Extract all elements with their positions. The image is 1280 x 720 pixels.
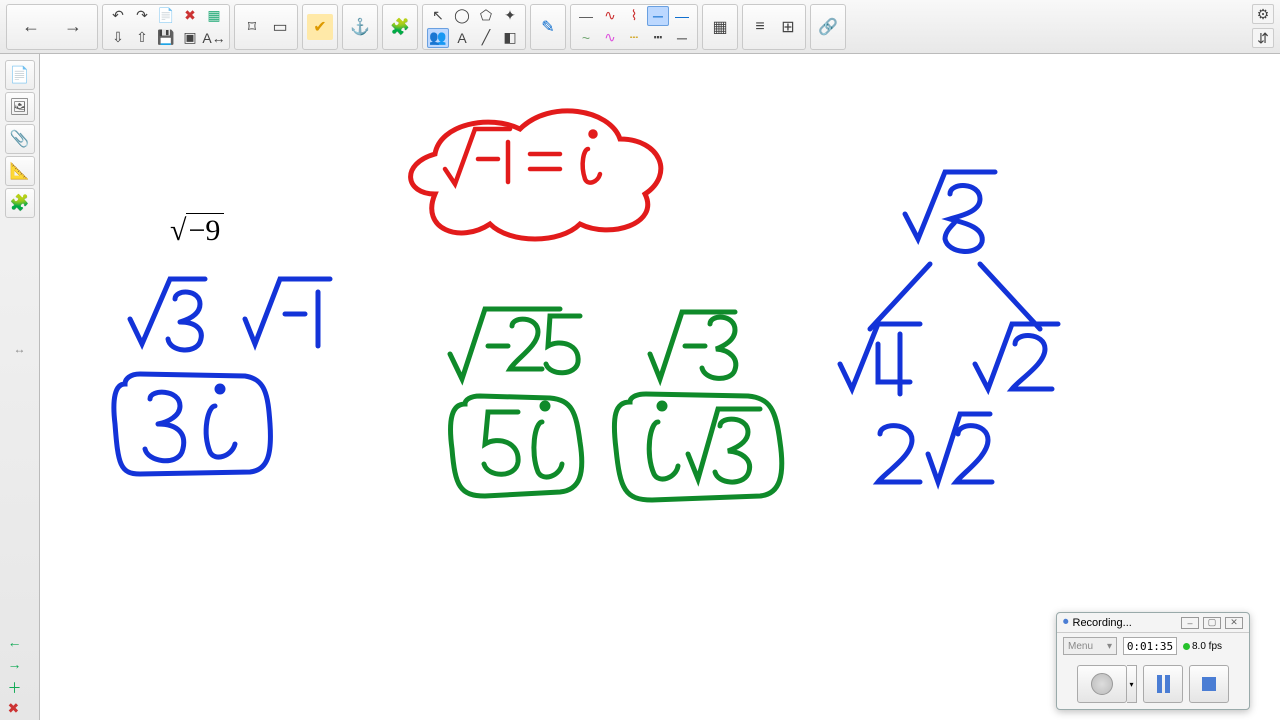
next-page-button[interactable]: → [8,656,32,676]
recording-title: Recording... [1073,617,1132,629]
line-style-10[interactable]: ─ [671,28,693,48]
line-style-6[interactable]: ~ [575,28,597,48]
image-tab[interactable]: 🖼 [5,92,35,122]
record-button[interactable] [1077,665,1127,703]
line-style-5[interactable]: — [671,6,693,26]
text-tool[interactable]: A [451,28,473,48]
undo-button[interactable]: ↶ [107,6,129,26]
line-style-2[interactable]: ∿ [599,6,621,26]
delete-button[interactable]: ✖ [179,6,201,26]
anchor-group: ⚓ [342,4,378,50]
screen-capture-button[interactable]: ⌑ [239,14,265,40]
line-style-group: — ∿ ⌇ ─ — ~ ∿ ┄ ┅ ─ [570,4,698,50]
line-style-1[interactable]: — [575,6,597,26]
line-style-9[interactable]: ┅ [647,28,669,48]
import-button[interactable]: ⇩ [107,28,129,48]
line-style-3[interactable]: ⌇ [623,6,645,26]
people-tool[interactable]: 👥 [427,28,449,48]
pointer-tool[interactable]: ↖ [427,6,449,26]
maximize-button[interactable]: ▢ [1203,617,1221,629]
layout-button[interactable]: ⊞ [775,14,801,40]
ruler-tab[interactable]: 📐 [5,156,35,186]
misc-group: ≡ ⊞ [742,4,806,50]
color-grid-button[interactable]: ▦ [707,14,733,40]
top-toolbar: ← → ↶ ↷ 📄 ✖ ▦ ⇩ ⇧ 💾 ▣ A↔ ⌑ ▭ ✔ ⚓ [0,0,1280,54]
line-tool[interactable]: ╱ [475,28,497,48]
select-tools-group: ↖ ◯ ⬠ ✦ 👥 A ╱ ◧ [422,4,526,50]
circle-tool[interactable]: ◯ [451,6,473,26]
polygon-tool[interactable]: ⬠ [475,6,497,26]
file-group: ↶ ↷ 📄 ✖ ▦ ⇩ ⇧ 💾 ▣ A↔ [102,4,230,50]
pen-group: ✎ [530,4,566,50]
record-dropdown[interactable]: ▾ [1127,665,1137,703]
forward-button[interactable]: → [53,7,93,47]
align-button[interactable]: ≡ [747,14,773,40]
recording-icon: ⏺ [1063,616,1069,629]
line-style-7[interactable]: ∿ [599,28,621,48]
prev-page-button[interactable]: ← [8,634,32,654]
minimize-button[interactable]: – [1181,617,1199,629]
link-button[interactable]: 🔗 [815,14,841,40]
check-button[interactable]: ✔ [307,14,333,40]
paste-button[interactable]: 📄 [155,6,177,26]
settings-button[interactable]: ⚙ [1252,4,1274,24]
link-group: 🔗 [810,4,846,50]
addon-tab[interactable]: 🧩 [5,188,35,218]
capture-group: ⌑ ▭ [234,4,298,50]
add-page-button[interactable]: ＋ [8,678,32,698]
present-button[interactable]: ▣ [179,28,201,48]
nav-group: ← → [6,4,98,50]
text-width-button[interactable]: A↔ [203,28,225,48]
close-button[interactable]: ✕ [1225,617,1243,629]
attach-tab[interactable]: 📎 [5,124,35,154]
pen-tool[interactable]: ✎ [535,14,561,40]
back-button[interactable]: ← [11,7,51,47]
line-style-4[interactable]: ─ [647,6,669,26]
page-tab[interactable]: 📄 [5,60,35,90]
resize-handle-icon[interactable]: ↔ [14,342,26,356]
redo-button[interactable]: ↷ [131,6,153,26]
recording-menu[interactable]: Menu▾ [1063,637,1117,655]
recording-panel: ⏺ Recording... – ▢ ✕ Menu▾ 0:01:35 8.0 f… [1056,612,1250,710]
pause-button[interactable] [1143,665,1183,703]
stop-button[interactable] [1189,665,1229,703]
anchor-button[interactable]: ⚓ [347,14,373,40]
expand-button[interactable]: ⇵ [1252,28,1274,48]
left-sidebar: 📄 🖼 📎 📐 🧩 ↔ ← → ＋ ✖ [0,54,40,720]
burst-tool[interactable]: ✦ [499,6,521,26]
export-button[interactable]: ⇧ [131,28,153,48]
grid-group: ▦ [702,4,738,50]
check-group: ✔ [302,4,338,50]
region-capture-button[interactable]: ▭ [267,14,293,40]
save-button[interactable]: 💾 [155,28,177,48]
plugin-button[interactable]: 🧩 [387,14,413,40]
line-style-8[interactable]: ┄ [623,28,645,48]
table-button[interactable]: ▦ [203,6,225,26]
puzzle-group: 🧩 [382,4,418,50]
topbar-right: ⚙ ⇵ [1252,4,1274,48]
recording-time: 0:01:35 [1123,637,1177,655]
delete-page-button[interactable]: ✖ [8,700,32,720]
status-dot-icon [1183,643,1190,650]
recording-fps: 8.0 fps [1183,641,1222,652]
eraser-tool[interactable]: ◧ [499,28,521,48]
